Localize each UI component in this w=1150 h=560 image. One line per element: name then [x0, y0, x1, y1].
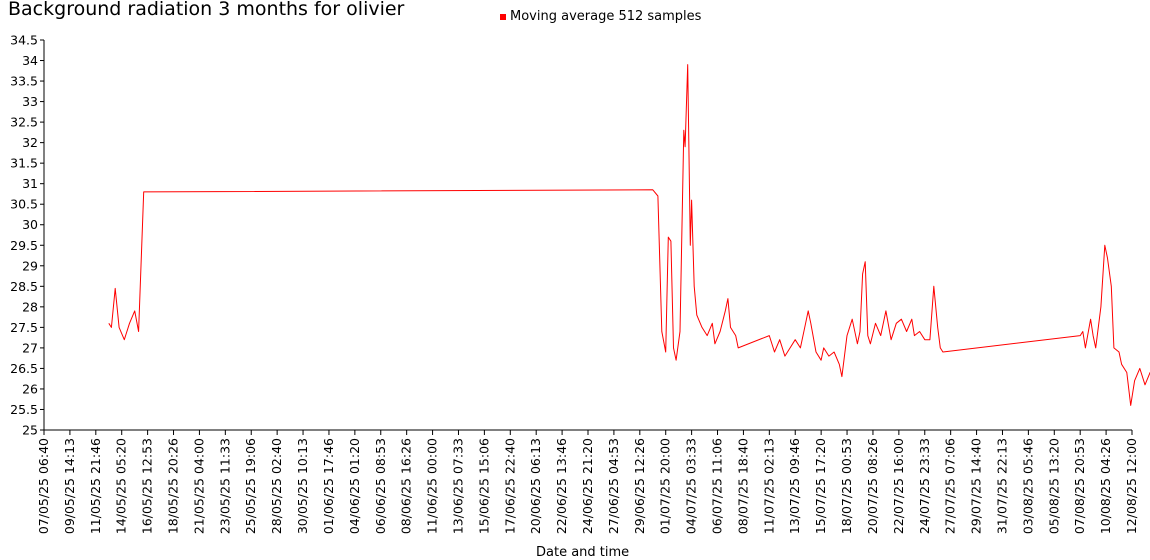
- x-tick-label: 08/07/25 18:40: [735, 438, 750, 534]
- x-tick-label: 09/05/25 14:13: [62, 438, 77, 534]
- x-tick-label: 22/06/25 13:46: [554, 438, 569, 534]
- y-tick-label: 34: [22, 53, 38, 68]
- x-tick-label: 11/05/25 21:46: [88, 438, 103, 534]
- x-tick-label: 31/07/25 22:13: [994, 438, 1009, 534]
- y-tick-label: 26.5: [10, 361, 38, 376]
- x-tick-label: 24/06/25 21:20: [580, 438, 595, 534]
- x-tick-label: 30/05/25 10:13: [295, 438, 310, 534]
- x-tick-label: 07/05/25 06:40: [36, 438, 51, 534]
- y-tick-label: 28: [22, 299, 38, 314]
- legend-swatch: [500, 13, 506, 20]
- x-tick-label: 27/06/25 04:53: [606, 438, 621, 534]
- y-tick-label: 33.5: [10, 74, 38, 89]
- y-tick-label: 32: [22, 135, 38, 150]
- x-tick-label: 29/07/25 14:40: [969, 438, 984, 534]
- x-tick-label: 15/06/25 15:06: [476, 438, 491, 534]
- x-tick-label: 08/06/25 16:26: [399, 438, 414, 534]
- legend: Moving average 512 samples: [500, 9, 701, 24]
- y-tick-label: 27.5: [10, 320, 38, 335]
- y-axis: 25 25.5 26 26.5 27 27.5 28 28.5 29 29.5 30 30.5 31 31…: [10, 33, 44, 438]
- axes: [43, 40, 1132, 431]
- x-tick-label: 05/08/25 13:20: [1046, 438, 1061, 534]
- legend-label: Moving average 512 samples: [510, 9, 702, 24]
- x-tick-label: 23/05/25 11:33: [217, 438, 232, 534]
- series-layer: [108, 64, 1150, 406]
- y-tick-label: 29: [22, 258, 38, 273]
- x-tick-label: 29/06/25 12:26: [632, 438, 647, 534]
- x-tick-label: 16/05/25 12:53: [140, 438, 155, 534]
- y-tick-label: 26: [22, 381, 38, 396]
- x-tick-label: 06/06/25 08:53: [373, 438, 388, 534]
- x-tick-label: 15/07/25 17:20: [813, 438, 828, 534]
- y-tick-label: 31.5: [10, 156, 38, 171]
- x-tick-label: 13/06/25 07:33: [450, 438, 465, 534]
- x-tick-label: 06/07/25 11:06: [710, 438, 725, 534]
- y-tick-label: 27: [22, 340, 38, 355]
- y-tick-label: 25.5: [10, 402, 38, 417]
- x-tick-label: 20/07/25 08:26: [865, 438, 880, 534]
- x-tick-label: 14/05/25 05:20: [114, 438, 129, 534]
- x-tick-label: 03/08/25 05:46: [1020, 438, 1035, 534]
- x-tick-label: 01/07/25 20:00: [658, 438, 673, 534]
- x-tick-label: 20/06/25 06:13: [528, 438, 543, 534]
- y-tick-label: 28.5: [10, 279, 38, 294]
- x-tick-label: 10/08/25 04:26: [1098, 438, 1113, 534]
- y-tick-label: 34.5: [10, 33, 38, 48]
- x-tick-label: 21/05/25 04:00: [191, 438, 206, 534]
- chart-title: Background radiation 3 months for olivie…: [8, 0, 405, 20]
- x-axis: 07/05/25 06:40 09/05/25 14:13 11/05/25 21:…: [36, 430, 1139, 534]
- x-tick-label: 01/06/25 17:46: [321, 438, 336, 534]
- y-tick-label: 32.5: [10, 115, 38, 130]
- y-tick-label: 33: [22, 94, 38, 109]
- x-tick-label: 12/08/25 12:00: [1124, 438, 1139, 534]
- y-tick-label: 25: [22, 423, 38, 438]
- y-tick-label: 31: [22, 176, 38, 191]
- y-tick-label: 30: [22, 217, 38, 232]
- x-tick-label: 04/07/25 03:33: [684, 438, 699, 534]
- x-tick-label: 04/06/25 01:20: [347, 438, 362, 534]
- series-line: [108, 64, 1150, 406]
- x-tick-label: 11/06/25 00:00: [425, 438, 440, 534]
- x-tick-label: 28/05/25 02:40: [269, 438, 284, 534]
- x-tick-label: 22/07/25 16:00: [891, 438, 906, 534]
- y-tick-label: 29.5: [10, 238, 38, 253]
- x-tick-label: 18/05/25 20:26: [166, 438, 181, 534]
- x-tick-label: 18/07/25 00:53: [839, 438, 854, 534]
- x-tick-label: 13/07/25 09:46: [787, 438, 802, 534]
- x-tick-label: 07/08/25 20:53: [1072, 438, 1087, 534]
- x-axis-title: Date and time: [536, 545, 630, 560]
- x-tick-label: 24/07/25 23:33: [917, 438, 932, 534]
- x-tick-label: 27/07/25 07:06: [943, 438, 958, 534]
- x-tick-label: 11/07/25 02:13: [761, 438, 776, 534]
- y-tick-label: 30.5: [10, 197, 38, 212]
- x-tick-label: 17/06/25 22:40: [502, 438, 517, 534]
- x-tick-label: 25/05/25 19:06: [243, 438, 258, 534]
